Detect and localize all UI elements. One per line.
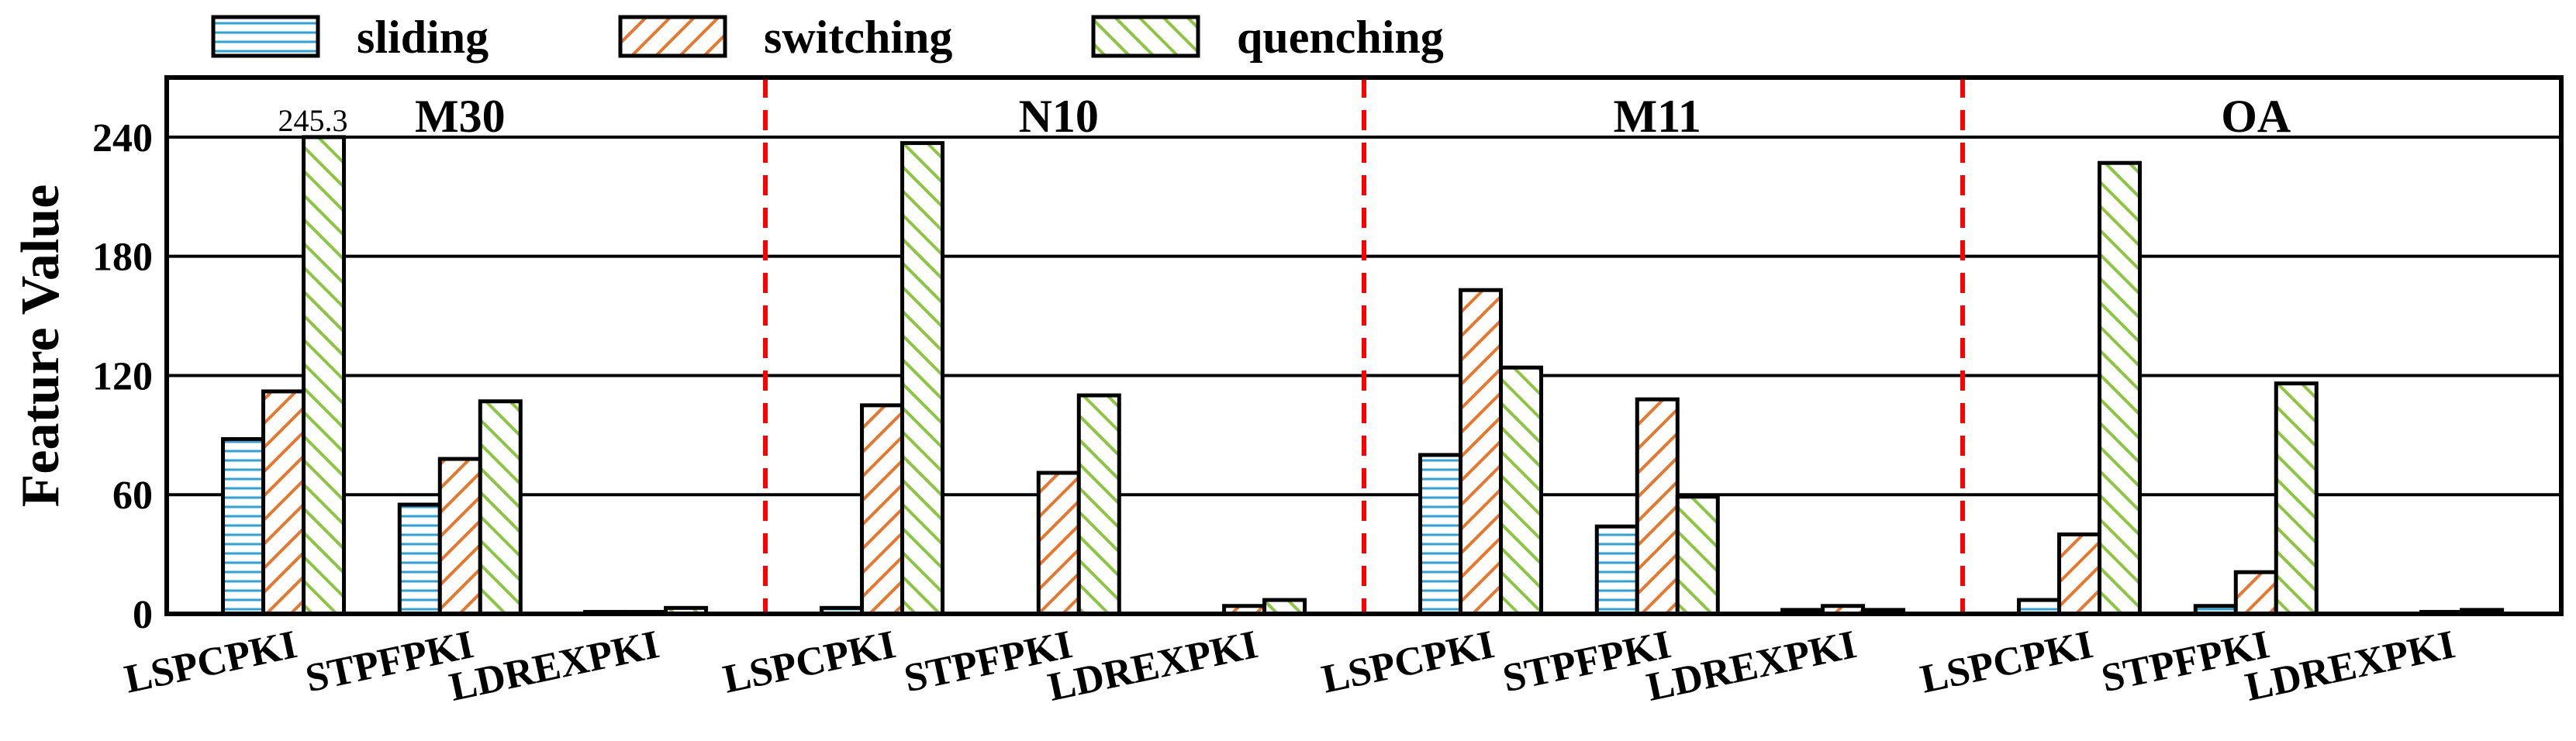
panel-title: M30 — [415, 91, 506, 142]
bar-switching — [2057, 532, 2102, 616]
legend-label: sliding — [357, 12, 489, 63]
y-tick-label: 0 — [133, 593, 153, 637]
bar-quenching — [1499, 365, 1544, 616]
bar-switching — [1036, 470, 1081, 616]
bars — [221, 135, 2505, 616]
y-tick-label: 180 — [92, 236, 153, 280]
legend-label: switching — [764, 12, 952, 63]
data-annotation: 245.3 — [278, 103, 348, 138]
x-tick-label: LDREXPKI — [2242, 622, 2459, 710]
panel-title: M11 — [1614, 91, 1701, 142]
y-tick-label: 60 — [112, 474, 153, 518]
plot-frame — [164, 75, 2564, 616]
bar-quenching — [1076, 393, 1121, 616]
x-tick-label: LDREXPKI — [1045, 622, 1262, 710]
y-axis: 0 60 120 180 240 — [92, 116, 153, 637]
bar-quenching — [2274, 381, 2319, 616]
panel-titles: M30 N10 M11 OA — [415, 91, 2291, 142]
bar-sliding — [221, 436, 266, 616]
legend-label: quenching — [1237, 12, 1444, 63]
bar-quenching — [478, 399, 523, 616]
panel-title: N10 — [1019, 91, 1099, 142]
bar-quenching — [900, 141, 945, 616]
bar-switching — [860, 403, 905, 616]
annotations: 245.3 — [278, 103, 348, 138]
legend-swatch-quenching — [1091, 15, 1200, 58]
x-tick-label: LSPCPKI — [1917, 622, 2097, 702]
bar-switching — [261, 389, 306, 616]
bar-sliding — [1594, 524, 1639, 616]
bar-switching — [1635, 397, 1680, 616]
legend-swatch-sliding — [211, 15, 320, 58]
panel-dividers — [763, 78, 1965, 614]
bar-quenching — [302, 135, 347, 616]
legend: sliding switching quenching — [211, 12, 1444, 63]
x-tick-label: LSPCPKI — [1318, 622, 1498, 702]
bar-sliding — [1418, 453, 1463, 616]
bar-sliding — [397, 502, 442, 616]
x-tick-label: LDREXPKI — [446, 622, 663, 710]
y-tick-label: 120 — [92, 354, 153, 398]
bar-quenching — [2098, 160, 2143, 616]
x-tick-label: LDREXPKI — [1643, 622, 1860, 710]
y-tick-label: 240 — [92, 116, 153, 160]
bar-switching — [1459, 288, 1504, 616]
bar-switching — [437, 457, 482, 616]
legend-swatch-switching — [618, 15, 727, 58]
y-axis-label: Feature Value — [11, 184, 71, 508]
panel-title: OA — [2221, 91, 2291, 142]
x-tick-label: LSPCPKI — [720, 622, 900, 702]
bar-switching — [2233, 570, 2278, 616]
bar-quenching — [1675, 495, 1720, 616]
